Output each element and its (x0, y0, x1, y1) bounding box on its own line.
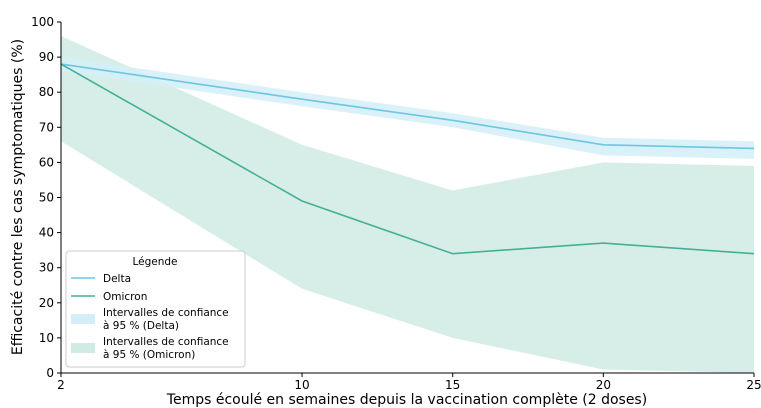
y-ticks: 0 10 20 30 40 50 60 70 80 90 100 (31, 15, 61, 380)
legend-entry-omicron: Omicron (103, 291, 147, 303)
y-tick-label: 80 (39, 85, 54, 99)
confidence-bands (61, 36, 754, 373)
legend-swatch-delta-ci (71, 314, 95, 324)
legend-entry-delta: Delta (103, 273, 131, 285)
y-tick-label: 70 (39, 120, 54, 134)
x-ticks: 2 10 15 20 25 (57, 373, 761, 392)
y-tick-label: 100 (31, 15, 54, 29)
y-tick-label: 60 (39, 155, 54, 169)
legend-entry-omicron-ci-line1: Intervalles de confiance (103, 336, 229, 348)
legend-title: Légende (132, 256, 177, 268)
legend-box (65, 250, 246, 368)
x-tick-label: 2 (57, 378, 65, 392)
series-lines (60, 63, 755, 255)
legend-entry-delta-ci-line2: à 95 % (Delta) (103, 320, 179, 332)
x-tick-label: 15 (445, 378, 460, 392)
x-tick-label: 25 (746, 378, 761, 392)
x-tick-label: 10 (294, 378, 309, 392)
series-line-omicron (60, 63, 755, 255)
y-tick-label: 0 (46, 366, 54, 380)
ci-band-delta (61, 57, 754, 159)
x-tick-label: 20 (596, 378, 611, 392)
y-tick-label: 90 (39, 50, 54, 64)
x-axis-label: Temps écoulé en semaines depuis la vacci… (166, 392, 647, 408)
y-tick-label: 30 (39, 261, 54, 275)
y-tick-label: 50 (39, 191, 54, 205)
legend-entry-omicron-ci-line2: à 95 % (Omicron) (103, 349, 195, 361)
y-axis-label: Efficacité contre les cas symptomatiques… (10, 39, 26, 355)
y-tick-label: 40 (39, 226, 54, 240)
series-line-delta (60, 63, 755, 150)
ci-band-omicron (61, 36, 754, 373)
legend-swatch-omicron-ci (71, 343, 95, 353)
legend: Légende Delta Omicron Intervalles de con… (65, 250, 246, 368)
y-tick-label: 10 (39, 331, 54, 345)
legend-entry-delta-ci-line1: Intervalles de confiance (103, 307, 229, 319)
y-tick-label: 20 (39, 296, 54, 310)
